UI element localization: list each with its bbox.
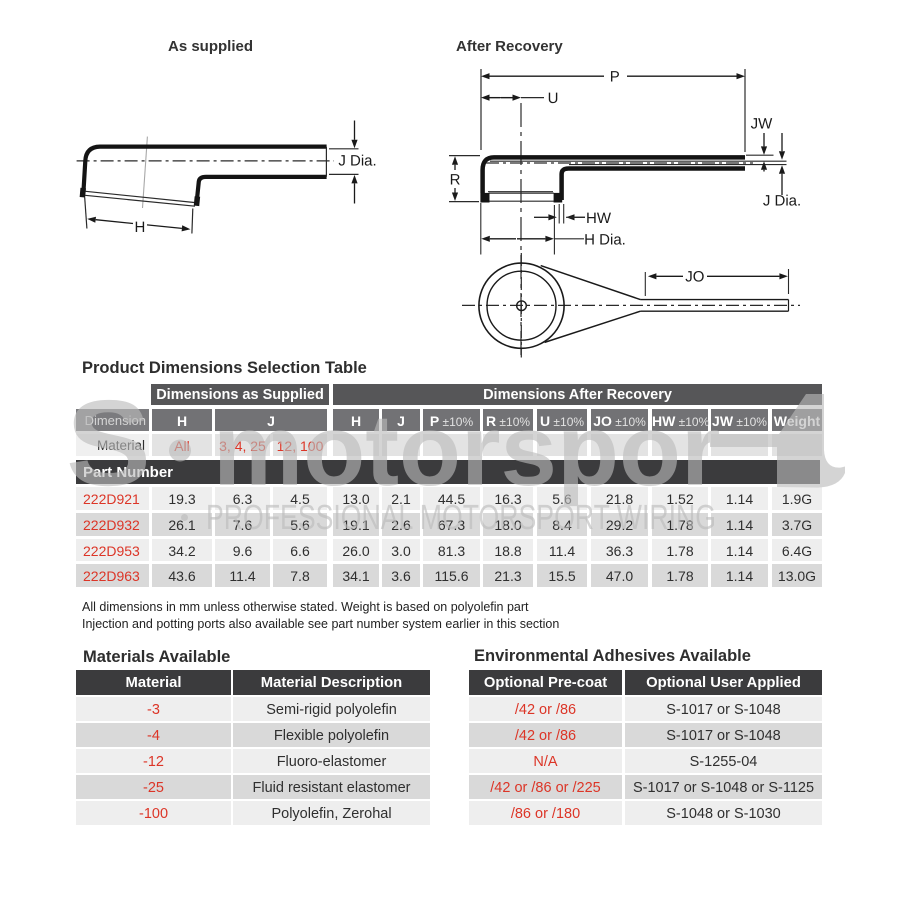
svg-text:HW: HW	[586, 210, 612, 227]
svg-text:JO: JO	[685, 269, 704, 286]
svg-text:H: H	[134, 219, 145, 236]
svg-text:R: R	[450, 172, 461, 189]
svg-text:J Dia.: J Dia.	[338, 152, 376, 169]
svg-text:J Dia.: J Dia.	[763, 192, 801, 209]
svg-text:U: U	[548, 90, 559, 107]
svg-text:P: P	[610, 69, 620, 86]
svg-text:S: S	[66, 375, 151, 511]
svg-text:H Dia.: H Dia.	[584, 231, 626, 248]
svg-text:PROFESSIONAL MOTORSPORT WIRING: PROFESSIONAL MOTORSPORT WIRING	[206, 498, 716, 537]
svg-text:JW: JW	[751, 116, 774, 133]
svg-text:motorspor: motorspor	[213, 393, 721, 507]
